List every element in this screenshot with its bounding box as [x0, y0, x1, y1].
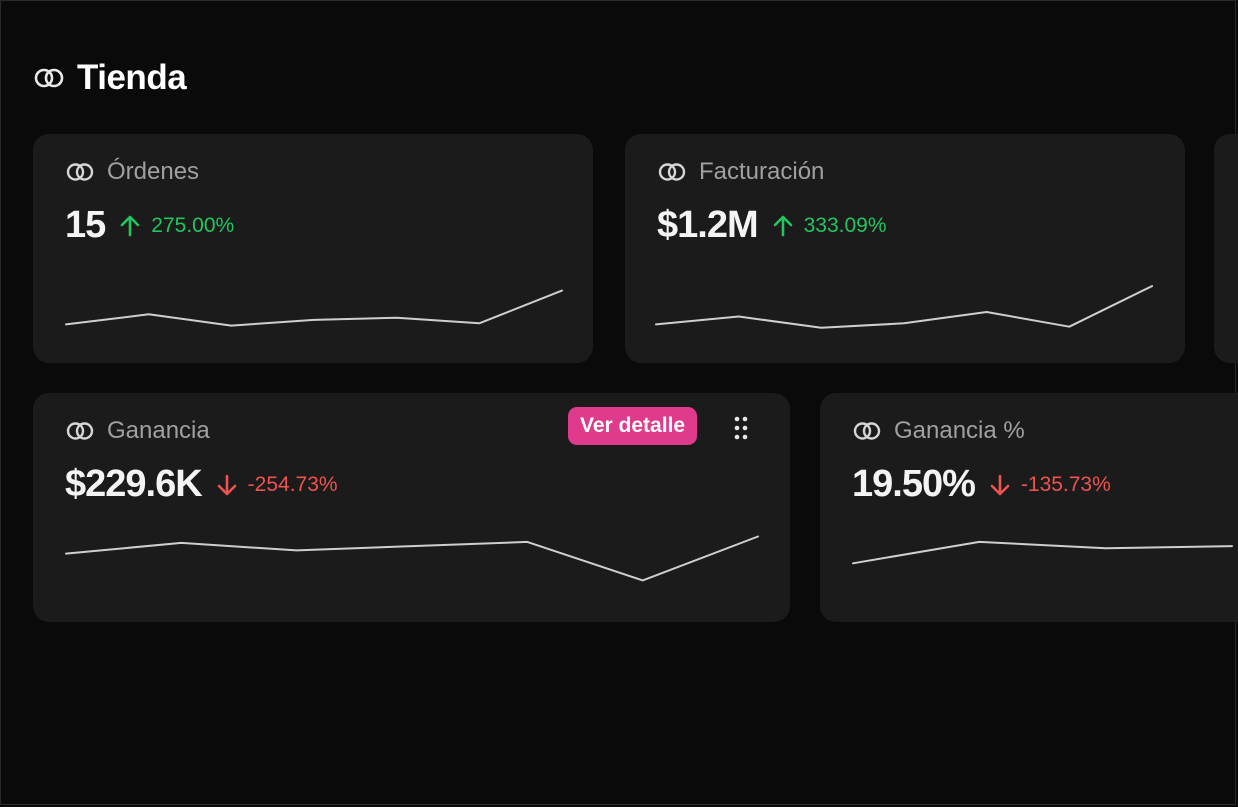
change-percent: -254.73% — [247, 472, 338, 496]
arrow-up-icon — [119, 214, 141, 238]
link-icon — [33, 67, 65, 89]
card-header: Ganancia — [65, 417, 210, 445]
card-label: Ganancia — [107, 417, 210, 444]
link-icon — [65, 420, 95, 442]
card-header: Ganancia % — [852, 417, 1025, 445]
change-percent: 333.09% — [803, 213, 887, 237]
kpi-card-partial[interactable] — [1214, 134, 1238, 363]
arrow-down-icon — [989, 473, 1011, 497]
link-icon — [852, 420, 882, 442]
sparkline-chart — [65, 289, 563, 327]
link-icon — [657, 161, 687, 183]
drag-handle-icon[interactable] — [733, 415, 749, 441]
card-header: Órdenes — [65, 158, 199, 186]
sparkline-line — [65, 535, 759, 582]
card-value-row: $1.2M 333.09% — [657, 204, 887, 247]
card-label: Ganancia % — [894, 417, 1025, 444]
kpi-card-facturacion[interactable]: Facturación $1.2M 333.09% — [625, 134, 1185, 363]
sparkline-chart — [65, 535, 759, 582]
sparkline-chart — [655, 285, 1153, 329]
sparkline-line — [65, 289, 563, 327]
card-label: Facturación — [699, 158, 825, 185]
card-value-row: 15 275.00% — [65, 204, 234, 247]
link-icon — [65, 161, 95, 183]
card-value-row: 19.50% -135.73% — [852, 463, 1111, 506]
kpi-card-ganancia[interactable]: Ganancia Ver detalle $229.6K -254.73% — [33, 393, 790, 622]
arrow-up-icon — [772, 214, 794, 238]
metric-value: $229.6K — [65, 463, 203, 505]
sparkline-line — [852, 540, 1233, 565]
metric-value: 19.50% — [852, 463, 976, 505]
arrow-down-icon — [216, 473, 238, 497]
kpi-card-ordenes[interactable]: Órdenes 15 275.00% — [33, 134, 593, 363]
metric-value: $1.2M — [657, 204, 759, 246]
page-header: Tienda — [33, 58, 187, 98]
ver-detalle-button[interactable]: Ver detalle — [568, 407, 698, 445]
change-percent: 275.00% — [151, 213, 235, 237]
page-title: Tienda — [77, 58, 187, 97]
card-header: Facturación — [657, 158, 824, 186]
metric-value: 15 — [65, 204, 106, 246]
sparkline-line — [655, 285, 1153, 329]
sparkline-chart — [852, 540, 1233, 565]
kpi-card-ganancia-percent[interactable]: Ganancia % 19.50% -135.73% — [820, 393, 1238, 622]
card-label: Órdenes — [107, 158, 200, 185]
card-value-row: $229.6K -254.73% — [65, 463, 338, 506]
change-percent: -135.73% — [1020, 472, 1111, 496]
